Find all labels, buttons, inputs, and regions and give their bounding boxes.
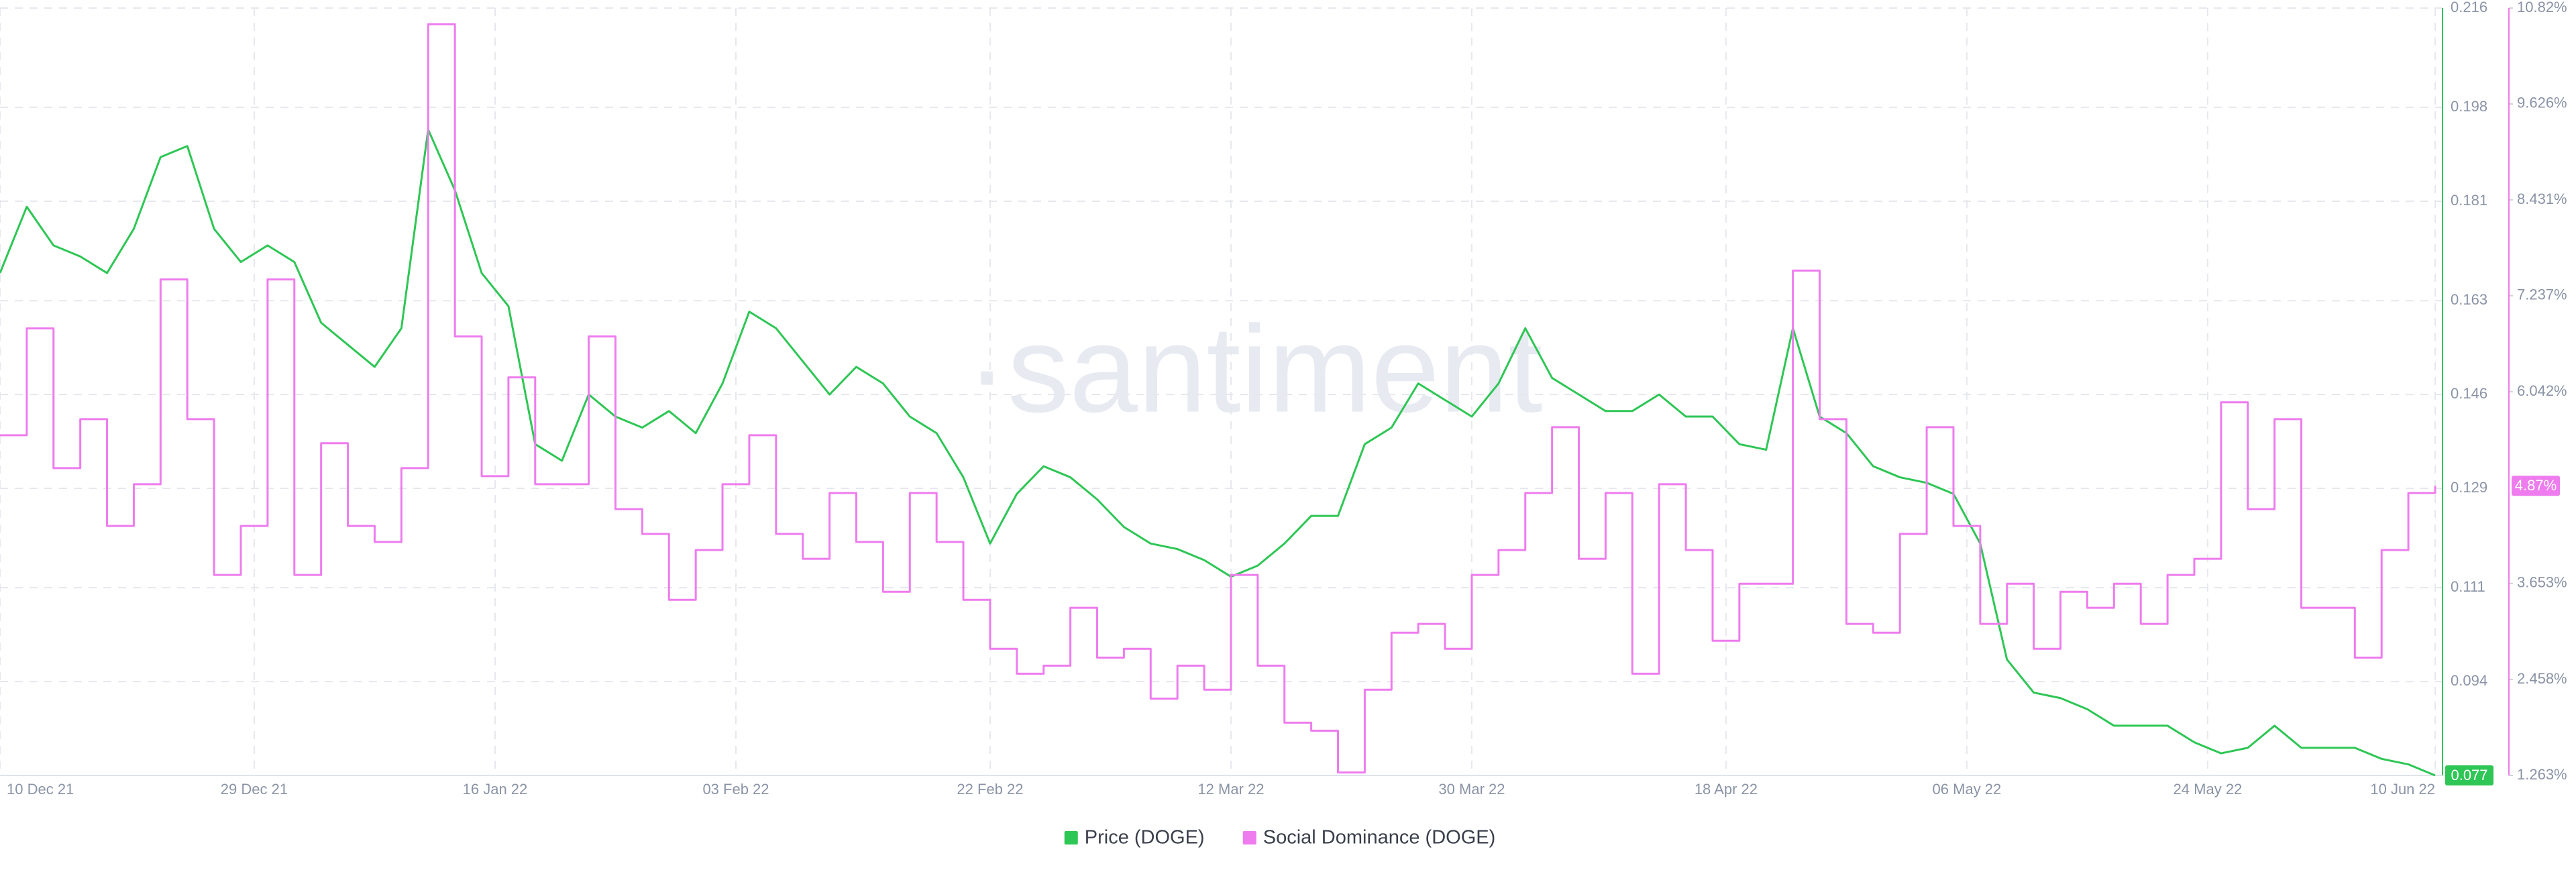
y2-tick-label: 6.042% <box>2517 382 2567 399</box>
end-value-label: 0.077 <box>2451 767 2487 783</box>
x-tick-label: 22 Feb 22 <box>957 781 1023 798</box>
y-tick-label: 0.181 <box>2451 192 2487 209</box>
y2-tick-label: 10.82% <box>2517 0 2567 15</box>
legend-label: Social Dominance (DOGE) <box>1263 827 1496 849</box>
x-tick-label: 30 Mar 22 <box>1438 781 1505 798</box>
y-tick-label: 0.094 <box>2451 672 2487 689</box>
x-tick-label: 10 Dec 21 <box>7 781 74 798</box>
y-tick-label: 0.129 <box>2451 479 2487 496</box>
end-value-badge <box>2445 765 2493 785</box>
series-line <box>0 23 2436 774</box>
x-tick-label: 12 Mar 22 <box>1197 781 1264 798</box>
y2-tick-label: 2.458% <box>2517 670 2567 687</box>
y2-tick-label: 3.653% <box>2517 574 2567 591</box>
x-tick-label: 03 Feb 22 <box>702 781 769 798</box>
y2-tick-label: 1.263% <box>2517 766 2567 783</box>
y-tick-label: 0.146 <box>2451 385 2487 402</box>
x-tick-label: 10 Jun 22 <box>2370 781 2435 798</box>
x-tick-label: 16 Jan 22 <box>463 781 528 798</box>
end-value-label: 4.87% <box>2515 477 2557 494</box>
legend-swatch <box>1242 831 1256 844</box>
x-tick-label: 29 Dec 21 <box>221 781 288 798</box>
y-tick-label: 0.198 <box>2451 98 2487 115</box>
y2-tick-label: 9.626% <box>2517 95 2567 111</box>
y2-tick-label: 7.237% <box>2517 286 2567 303</box>
x-tick-label: 06 May 22 <box>1933 781 2002 798</box>
watermark: ·santiment <box>967 300 1543 438</box>
end-value-badge <box>2512 476 2560 496</box>
y2-tick-label: 8.431% <box>2517 190 2567 207</box>
legend-swatch <box>1064 831 1078 844</box>
x-tick-label: 24 May 22 <box>2174 781 2243 798</box>
series-line <box>0 128 2436 777</box>
x-tick-label: 18 Apr 22 <box>1695 781 1758 798</box>
legend-label: Price (DOGE) <box>1085 827 1205 849</box>
y-tick-label: 0.216 <box>2451 0 2487 15</box>
y-tick-label: 0.111 <box>2451 578 2485 595</box>
y-tick-label: 0.163 <box>2451 291 2487 308</box>
